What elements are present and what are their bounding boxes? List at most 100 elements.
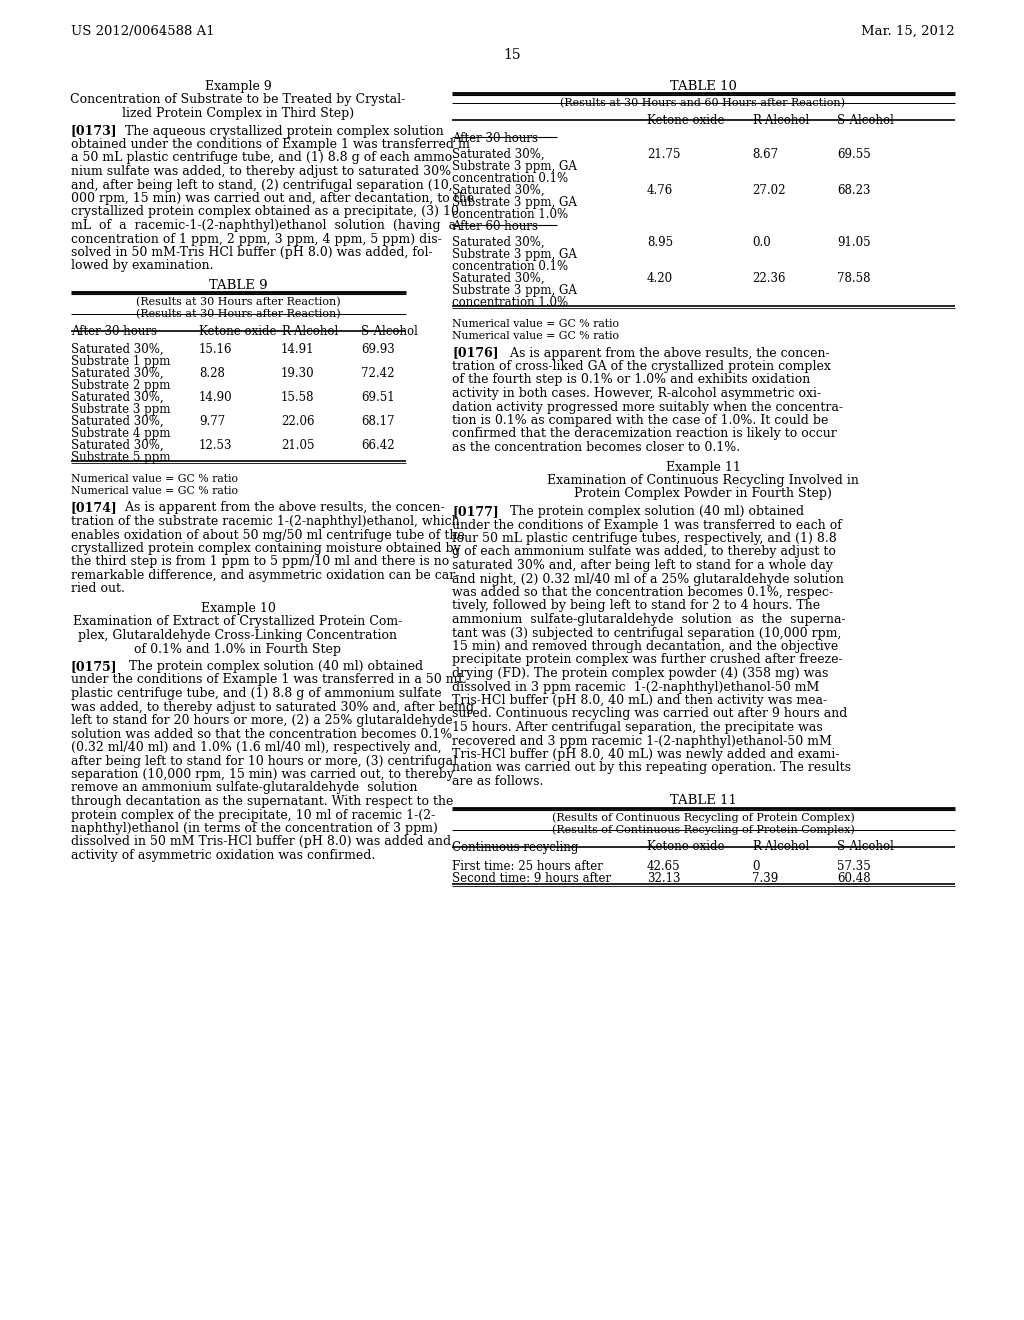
Text: Protein Complex Powder in Fourth Step): Protein Complex Powder in Fourth Step)	[574, 487, 831, 500]
Text: 15.58: 15.58	[281, 391, 314, 404]
Text: concentration 0.1%: concentration 0.1%	[452, 260, 568, 273]
Text: activity of asymmetric oxidation was confirmed.: activity of asymmetric oxidation was con…	[71, 849, 375, 862]
Text: 19.30: 19.30	[281, 367, 314, 380]
Text: Ketone oxide: Ketone oxide	[647, 114, 725, 127]
Text: through decantation as the supernatant. With respect to the: through decantation as the supernatant. …	[71, 795, 454, 808]
Text: Examination of Continuous Recycling Involved in: Examination of Continuous Recycling Invo…	[547, 474, 859, 487]
Text: First time: 25 hours after: First time: 25 hours after	[452, 859, 603, 873]
Text: After 60 hours: After 60 hours	[452, 220, 538, 234]
Text: 8.28: 8.28	[199, 367, 225, 380]
Text: Saturated 30%,: Saturated 30%,	[71, 414, 164, 428]
Text: (Results at 30 Hours and 60 Hours after Reaction): (Results at 30 Hours and 60 Hours after …	[560, 98, 846, 108]
Text: 22.06: 22.06	[281, 414, 314, 428]
Text: S-Alcohol: S-Alcohol	[837, 841, 894, 854]
Text: R-Alcohol: R-Alcohol	[752, 841, 809, 854]
Text: S-Alcohol: S-Alcohol	[837, 114, 894, 127]
Text: 27.02: 27.02	[752, 183, 785, 197]
Text: US 2012/0064588 A1: US 2012/0064588 A1	[71, 25, 215, 38]
Text: four 50 mL plastic centrifuge tubes, respectively, and (1) 8.8: four 50 mL plastic centrifuge tubes, res…	[452, 532, 837, 545]
Text: After 30 hours: After 30 hours	[452, 132, 538, 145]
Text: of the fourth step is 0.1% or 1.0% and exhibits oxidation: of the fourth step is 0.1% or 1.0% and e…	[452, 374, 810, 387]
Text: Saturated 30%,: Saturated 30%,	[452, 148, 545, 161]
Text: 000 rpm, 15 min) was carried out and, after decantation, to the: 000 rpm, 15 min) was carried out and, af…	[71, 191, 474, 205]
Text: R-Alcohol: R-Alcohol	[752, 114, 809, 127]
Text: tant was (3) subjected to centrifugal separation (10,000 rpm,: tant was (3) subjected to centrifugal se…	[452, 627, 842, 639]
Text: are as follows.: are as follows.	[452, 775, 544, 788]
Text: Ketone oxide: Ketone oxide	[647, 841, 725, 854]
Text: Numerical value = GC % ratio: Numerical value = GC % ratio	[71, 474, 238, 484]
Text: Substrate 3 ppm, GA: Substrate 3 ppm, GA	[452, 284, 577, 297]
Text: as the concentration becomes closer to 0.1%.: as the concentration becomes closer to 0…	[452, 441, 740, 454]
Text: g of each ammonium sulfate was added, to thereby adjust to: g of each ammonium sulfate was added, to…	[452, 545, 836, 558]
Text: of 0.1% and 1.0% in Fourth Step: of 0.1% and 1.0% in Fourth Step	[134, 643, 341, 656]
Text: concentration 0.1%: concentration 0.1%	[452, 172, 568, 185]
Text: Continuous recycling: Continuous recycling	[452, 841, 579, 854]
Text: 22.36: 22.36	[752, 272, 785, 285]
Text: 12.53: 12.53	[199, 440, 232, 451]
Text: (Results at 30 Hours after Reaction): (Results at 30 Hours after Reaction)	[136, 309, 340, 319]
Text: Mar. 15, 2012: Mar. 15, 2012	[861, 25, 955, 38]
Text: remove an ammonium sulfate-glutaraldehyde  solution: remove an ammonium sulfate-glutaraldehyd…	[71, 781, 418, 795]
Text: Substrate 3 ppm: Substrate 3 ppm	[71, 403, 171, 416]
Text: nium sulfate was added, to thereby adjust to saturated 30%: nium sulfate was added, to thereby adjus…	[71, 165, 452, 178]
Text: Tris-HCl buffer (pH 8.0, 40 mL) was newly added and exami-: Tris-HCl buffer (pH 8.0, 40 mL) was newl…	[452, 748, 840, 762]
Text: 15 min) and removed through decantation, and the objective: 15 min) and removed through decantation,…	[452, 640, 839, 653]
Text: 57.35: 57.35	[837, 859, 870, 873]
Text: nation was carried out by this repeating operation. The results: nation was carried out by this repeating…	[452, 762, 851, 775]
Text: [0175]: [0175]	[71, 660, 118, 673]
Text: solution was added so that the concentration becomes 0.1%: solution was added so that the concentra…	[71, 727, 453, 741]
Text: ried out.: ried out.	[71, 582, 125, 595]
Text: 15 hours. After centrifugal separation, the precipitate was: 15 hours. After centrifugal separation, …	[452, 721, 822, 734]
Text: Second time: 9 hours after: Second time: 9 hours after	[452, 873, 611, 886]
Text: The aqueous crystallized protein complex solution: The aqueous crystallized protein complex…	[113, 124, 443, 137]
Text: TABLE 11: TABLE 11	[670, 795, 736, 808]
Text: naphthyl)ethanol (in terms of the concentration of 3 ppm): naphthyl)ethanol (in terms of the concen…	[71, 822, 438, 836]
Text: 9.77: 9.77	[199, 414, 225, 428]
Text: concentration of 1 ppm, 2 ppm, 3 ppm, 4 ppm, 5 ppm) dis-: concentration of 1 ppm, 2 ppm, 3 ppm, 4 …	[71, 232, 441, 246]
Text: separation (10,000 rpm, 15 min) was carried out, to thereby: separation (10,000 rpm, 15 min) was carr…	[71, 768, 454, 781]
Text: Ketone oxide: Ketone oxide	[199, 325, 276, 338]
Text: Numerical value = GC % ratio: Numerical value = GC % ratio	[452, 319, 618, 329]
Text: 0.0: 0.0	[752, 236, 771, 249]
Text: confirmed that the deracemization reaction is likely to occur: confirmed that the deracemization reacti…	[452, 428, 837, 441]
Text: [0176]: [0176]	[452, 346, 499, 359]
Text: enables oxidation of about 50 mg/50 ml centrifuge tube of the: enables oxidation of about 50 mg/50 ml c…	[71, 528, 465, 541]
Text: 14.90: 14.90	[199, 391, 232, 404]
Text: 15.16: 15.16	[199, 343, 232, 356]
Text: concentration 1.0%: concentration 1.0%	[452, 209, 568, 220]
Text: sured. Continuous recycling was carried out after 9 hours and: sured. Continuous recycling was carried …	[452, 708, 848, 721]
Text: saturated 30% and, after being left to stand for a whole day: saturated 30% and, after being left to s…	[452, 558, 833, 572]
Text: protein complex of the precipitate, 10 ml of racemic 1-(2-: protein complex of the precipitate, 10 m…	[71, 808, 435, 821]
Text: Example 11: Example 11	[666, 461, 740, 474]
Text: 78.58: 78.58	[837, 272, 870, 285]
Text: Substrate 3 ppm, GA: Substrate 3 ppm, GA	[452, 195, 577, 209]
Text: tration of cross-liked GA of the crystallized protein complex: tration of cross-liked GA of the crystal…	[452, 360, 830, 374]
Text: After 30 hours: After 30 hours	[71, 325, 157, 338]
Text: was added so that the concentration becomes 0.1%, respec-: was added so that the concentration beco…	[452, 586, 834, 599]
Text: As is apparent from the above results, the concen-: As is apparent from the above results, t…	[494, 346, 829, 359]
Text: Saturated 30%,: Saturated 30%,	[71, 367, 164, 380]
Text: a 50 mL plastic centrifuge tube, and (1) 8.8 g of each ammo-: a 50 mL plastic centrifuge tube, and (1)…	[71, 152, 457, 165]
Text: solved in 50 mM-Tris HCl buffer (pH 8.0) was added, fol-: solved in 50 mM-Tris HCl buffer (pH 8.0)…	[71, 246, 432, 259]
Text: S-Alcohol: S-Alcohol	[361, 325, 418, 338]
Text: Substrate 3 ppm, GA: Substrate 3 ppm, GA	[452, 248, 577, 261]
Text: Example 10: Example 10	[201, 602, 275, 615]
Text: 68.23: 68.23	[837, 183, 870, 197]
Text: left to stand for 20 hours or more, (2) a 25% glutaraldehyde: left to stand for 20 hours or more, (2) …	[71, 714, 453, 727]
Text: obtained under the conditions of Example 1 was transferred in: obtained under the conditions of Example…	[71, 139, 470, 150]
Text: [0173]: [0173]	[71, 124, 118, 137]
Text: 32.13: 32.13	[647, 873, 681, 886]
Text: 68.17: 68.17	[361, 414, 394, 428]
Text: 14.91: 14.91	[281, 343, 314, 356]
Text: 69.55: 69.55	[837, 148, 870, 161]
Text: 0: 0	[752, 859, 760, 873]
Text: 7.39: 7.39	[752, 873, 778, 886]
Text: TABLE 10: TABLE 10	[670, 81, 736, 92]
Text: Substrate 1 ppm: Substrate 1 ppm	[71, 355, 170, 368]
Text: lized Protein Complex in Third Step): lized Protein Complex in Third Step)	[122, 107, 354, 120]
Text: tively, followed by being left to stand for 2 to 4 hours. The: tively, followed by being left to stand …	[452, 599, 820, 612]
Text: Saturated 30%,: Saturated 30%,	[71, 391, 164, 404]
Text: Saturated 30%,: Saturated 30%,	[71, 343, 164, 356]
Text: activity in both cases. However, R-alcohol asymmetric oxi-: activity in both cases. However, R-alcoh…	[452, 387, 821, 400]
Text: was added, to thereby adjust to saturated 30% and, after being: was added, to thereby adjust to saturate…	[71, 701, 474, 714]
